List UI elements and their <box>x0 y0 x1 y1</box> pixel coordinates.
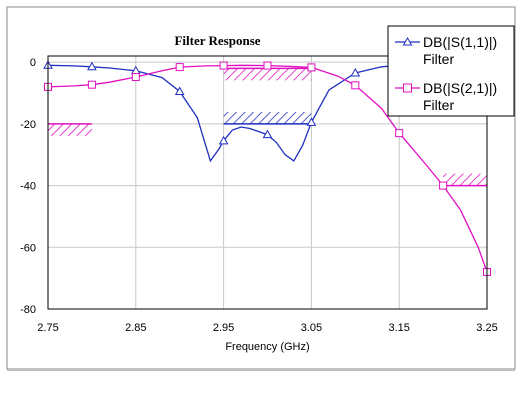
data-point-marker <box>219 61 228 70</box>
spec-mask-hatch <box>223 111 312 124</box>
data-point-marker <box>175 63 184 72</box>
tick-label-layer: 2.75 2.85 2.95 3.05 3.15 3.25 0 -20 -40 -60 -80 <box>20 57 498 334</box>
x-tick-label: 2.95 <box>213 322 234 334</box>
plot-area-border <box>47 55 488 310</box>
data-point-marker <box>306 117 317 126</box>
legend-marker <box>402 36 413 46</box>
spec-mask-hatch <box>443 173 487 186</box>
data-point-marker <box>307 63 316 72</box>
data-point-marker <box>395 129 404 138</box>
series-layer <box>43 59 492 276</box>
data-point-marker <box>439 181 448 190</box>
data-point-marker <box>131 72 140 81</box>
x-tick-label: 3.05 <box>301 322 322 334</box>
legend-series-source: Filter <box>423 97 454 113</box>
legend-series-name: DB(|S(1,1)|) <box>423 34 497 50</box>
y-tick-label: -80 <box>20 304 36 316</box>
spec-mask-layer <box>48 67 487 187</box>
y-tick-label: -20 <box>20 119 36 131</box>
x-tick-label: 3.25 <box>476 322 497 334</box>
spec-mask-hatch <box>48 123 92 136</box>
y-tick-label: -40 <box>20 181 36 193</box>
frame-shadow <box>7 369 515 371</box>
data-point-marker <box>262 129 273 139</box>
data-point-marker <box>218 135 229 145</box>
data-point-marker <box>87 80 96 89</box>
y-tick-label: 0 <box>30 57 36 69</box>
spec-mask-hatch <box>223 68 312 81</box>
y-tick-label: -60 <box>20 242 36 254</box>
data-point-marker <box>350 67 361 77</box>
legend-series-source: Filter <box>423 51 454 67</box>
data-point-marker <box>174 86 185 95</box>
data-point-marker <box>351 81 360 90</box>
x-tick-label: 2.75 <box>37 322 58 334</box>
x-axis-label: Frequency (GHz) <box>225 341 309 353</box>
x-tick-label: 3.15 <box>388 322 409 334</box>
data-point-marker <box>263 61 272 70</box>
chart-title: Filter Response <box>174 33 260 48</box>
legend-marker <box>403 83 412 93</box>
x-tick-label: 2.85 <box>125 322 146 334</box>
data-point-marker <box>87 61 97 71</box>
legend-series-name: DB(|S(2,1)|) <box>423 80 497 96</box>
series-line <box>47 64 488 273</box>
series-2 <box>44 61 491 276</box>
